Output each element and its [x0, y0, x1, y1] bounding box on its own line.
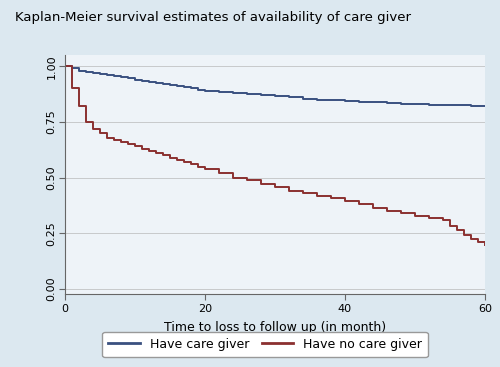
Legend: Have care giver, Have no care giver: Have care giver, Have no care giver: [102, 331, 428, 357]
Text: Kaplan-Meier survival estimates of availability of care giver: Kaplan-Meier survival estimates of avail…: [15, 11, 411, 24]
X-axis label: Time to loss to follow up (in month): Time to loss to follow up (in month): [164, 321, 386, 334]
